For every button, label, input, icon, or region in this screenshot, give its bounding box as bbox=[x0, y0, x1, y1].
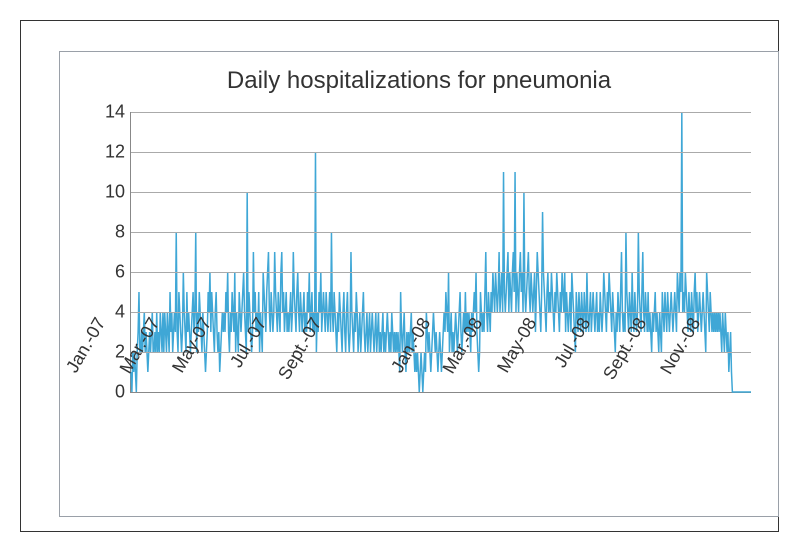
gridline bbox=[131, 192, 751, 193]
gridline bbox=[131, 272, 751, 273]
gridline bbox=[131, 152, 751, 153]
x-tick-label: Jan.-07 bbox=[47, 314, 110, 402]
data-line bbox=[131, 112, 751, 392]
plot-area: 02468101214Jan.-07Mar.-07May-07Jul.-07Se… bbox=[130, 112, 751, 393]
gridline bbox=[131, 232, 751, 233]
outer-frame: Daily hospitalizations for pneumonia 024… bbox=[20, 20, 779, 532]
chart-frame: Daily hospitalizations for pneumonia 024… bbox=[59, 51, 779, 517]
gridline bbox=[131, 352, 751, 353]
y-tick-label: 12 bbox=[105, 142, 125, 163]
gridline bbox=[131, 312, 751, 313]
y-tick-label: 6 bbox=[115, 262, 125, 283]
line-series bbox=[131, 112, 751, 392]
y-tick-label: 14 bbox=[105, 102, 125, 123]
y-tick-label: 4 bbox=[115, 302, 125, 323]
chart-title: Daily hospitalizations for pneumonia bbox=[60, 67, 778, 95]
gridline bbox=[131, 112, 751, 113]
y-tick-label: 8 bbox=[115, 222, 125, 243]
y-tick-label: 10 bbox=[105, 182, 125, 203]
